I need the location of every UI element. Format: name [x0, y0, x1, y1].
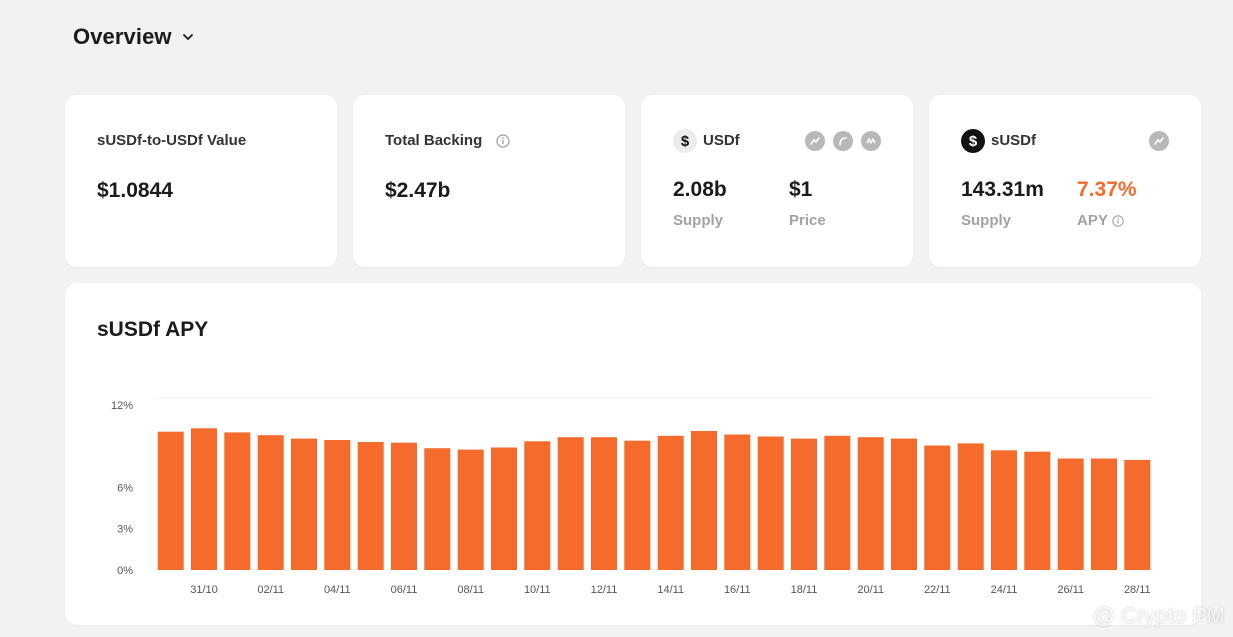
chart-bar[interactable]: [457, 449, 484, 570]
chart-bar[interactable]: [1057, 458, 1084, 571]
susdf-supply-value: 143.31m: [961, 178, 1044, 201]
chart-bar[interactable]: [757, 436, 784, 571]
chart-bar[interactable]: [424, 448, 451, 570]
x-tick-label: 20/11: [857, 584, 884, 596]
usdf-coin-icon: $: [673, 129, 697, 153]
usdf-price-value: $1: [789, 178, 813, 201]
x-tick-label: 26/11: [1057, 584, 1084, 596]
usdf-card: $ USDf 2.08b Supply $1 Price: [641, 95, 913, 267]
x-tick-label: 28/11: [1124, 584, 1151, 596]
susdf-coin-icon: $: [961, 129, 985, 153]
chart-bar[interactable]: [524, 441, 551, 570]
chart-bar[interactable]: [291, 438, 317, 570]
x-tick-label: 04/11: [324, 584, 351, 596]
chart-bar[interactable]: [957, 443, 984, 570]
x-tick-label: 02/11: [257, 584, 284, 596]
chart-bar[interactable]: [691, 431, 717, 570]
coingecko-icon[interactable]: [1149, 131, 1169, 151]
susdf-apy-label: APY: [1077, 212, 1108, 229]
apy-bar-chart: 0% 3% 6% 12% 31/10 02/11 04/11 06/11 08/11 10/11…: [111, 397, 1154, 596]
chart-bar[interactable]: [924, 445, 951, 571]
page-title: Overview: [73, 24, 172, 49]
chart-bar[interactable]: [1124, 459, 1151, 570]
chart-bar[interactable]: [357, 442, 384, 570]
usdf-supply-value: 2.08b: [673, 178, 727, 201]
chart-bar[interactable]: [391, 442, 417, 570]
susdf-card: $ sUSDf 143.31m Supply 7.37% APY: [929, 95, 1201, 267]
chart-bar[interactable]: [724, 434, 751, 571]
chart-title: sUSDf APY: [97, 318, 209, 341]
chevron-down-icon: [180, 29, 196, 45]
y-tick-label: 12%: [111, 400, 133, 412]
watermark: @ Crypto PM: [1092, 603, 1225, 628]
coinmarketcap-icon[interactable]: [861, 131, 881, 151]
defillama-icon[interactable]: [833, 131, 853, 151]
chart-bar[interactable]: [491, 447, 517, 571]
usdf-coin-glyph: $: [680, 132, 690, 150]
chart-bar[interactable]: [157, 431, 184, 570]
backing-card-label: Total Backing: [385, 132, 483, 149]
chart-bar[interactable]: [257, 435, 284, 570]
susdf-supply-label: Supply: [961, 212, 1012, 229]
susdf-name: sUSDf: [991, 132, 1037, 149]
x-tick-label: 31/10: [190, 584, 218, 596]
y-tick-label: 0%: [117, 565, 133, 577]
chart-bar[interactable]: [224, 432, 251, 570]
x-tick-label: 22/11: [924, 584, 951, 596]
backing-card: Total Backing $2.47b: [353, 95, 625, 267]
chart-bar[interactable]: [824, 435, 851, 570]
usdf-supply-label: Supply: [673, 212, 724, 229]
backing-card-value: $2.47b: [385, 179, 451, 202]
chart-bar[interactable]: [657, 435, 684, 570]
usdf-name: USDf: [703, 132, 740, 149]
overview-dropdown[interactable]: Overview: [73, 24, 196, 50]
chart-bar[interactable]: [857, 437, 884, 570]
x-tick-label: 06/11: [391, 584, 418, 596]
susdf-apy-label-wrap: APY: [1077, 212, 1124, 229]
chart-bar[interactable]: [1024, 451, 1051, 570]
chart-bar[interactable]: [791, 438, 817, 570]
chart-bar[interactable]: [191, 428, 217, 570]
value-card-value: $1.0844: [97, 179, 173, 202]
chart-bar[interactable]: [324, 440, 351, 570]
chart-bar[interactable]: [591, 437, 617, 570]
coingecko-icon[interactable]: [805, 131, 825, 151]
usdf-price-label: Price: [789, 212, 826, 229]
info-icon[interactable]: [1112, 214, 1124, 227]
chart-bar[interactable]: [891, 438, 917, 570]
x-tick-label: 08/11: [457, 584, 484, 596]
x-tick-label: 16/11: [724, 584, 751, 596]
x-tick-label: 10/11: [524, 584, 551, 596]
x-tick-label: 14/11: [657, 584, 684, 596]
apy-chart-card: sUSDf APY 0% 3% 6% 12% 31/10 02/11 04/11 06/11…: [65, 283, 1201, 625]
info-icon[interactable]: [496, 134, 510, 148]
chart-bar[interactable]: [1091, 458, 1117, 571]
chart-bar[interactable]: [991, 450, 1017, 570]
susdf-apy-value: 7.37%: [1077, 178, 1137, 201]
chart-bar[interactable]: [557, 437, 584, 570]
value-card-label: sUSDf-to-USDf Value: [97, 132, 247, 149]
chart-bar[interactable]: [624, 440, 651, 570]
y-tick-label: 6%: [117, 482, 133, 494]
value-card: sUSDf-to-USDf Value $1.0844: [65, 95, 337, 267]
susdf-coin-glyph: $: [968, 132, 978, 150]
x-tick-label: 18/11: [791, 584, 818, 596]
x-tick-label: 24/11: [991, 584, 1018, 596]
x-tick-label: 12/11: [591, 584, 618, 596]
y-tick-label: 3%: [117, 524, 133, 536]
